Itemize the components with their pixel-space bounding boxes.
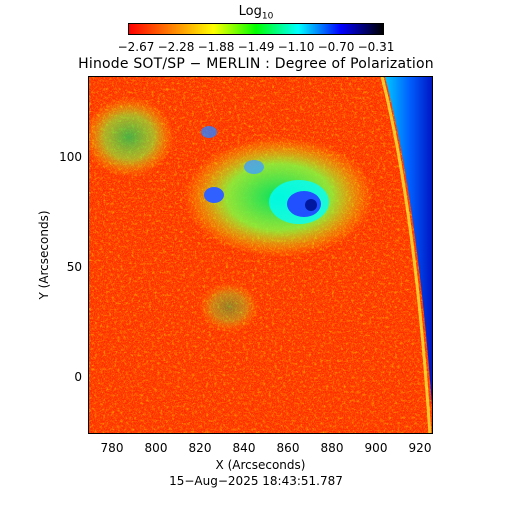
colorbar-title-text: Log (238, 4, 262, 19)
y-axis-tick-label: 0 (74, 370, 82, 384)
polarization-map (88, 76, 433, 434)
x-axis-tick-label: 820 (188, 441, 212, 455)
x-axis-tick-label: 880 (320, 441, 344, 455)
x-axis-label: X (Arcseconds) (215, 458, 306, 472)
colorbar-tick-label: −1.88 (197, 40, 235, 54)
colorbar-title: Log10 (200, 4, 312, 22)
colorbar-tick-label: −1.10 (277, 40, 315, 54)
plot-title: Hinode SOT/SP − MERLIN : Degree of Polar… (78, 56, 434, 72)
x-axis-tick-label: 860 (276, 441, 300, 455)
colorbar-tick-label: −1.49 (237, 40, 275, 54)
colorbar-tick-label: −2.28 (157, 40, 195, 54)
x-axis-tick-label: 780 (100, 441, 124, 455)
x-axis-tick-label: 900 (364, 441, 388, 455)
x-axis-tick-label: 800 (144, 441, 168, 455)
colorbar-tick-label: −2.67 (117, 40, 155, 54)
colorbar-tick-label: −0.31 (357, 40, 395, 54)
colorbar-title-subscript: 10 (261, 11, 274, 22)
polarization-map-image (89, 77, 432, 433)
timestamp: 15−Aug−2025 18:43:51.787 (169, 474, 343, 488)
x-axis-tick-label: 920 (408, 441, 432, 455)
y-axis-tick-label: 100 (59, 150, 82, 164)
colorbar-tick-label: −0.70 (317, 40, 355, 54)
x-axis-tick-label: 840 (232, 441, 256, 455)
colorbar (128, 23, 384, 35)
y-axis-label: Y (Arcseconds) (37, 210, 51, 300)
y-axis-tick-label: 50 (66, 260, 82, 274)
